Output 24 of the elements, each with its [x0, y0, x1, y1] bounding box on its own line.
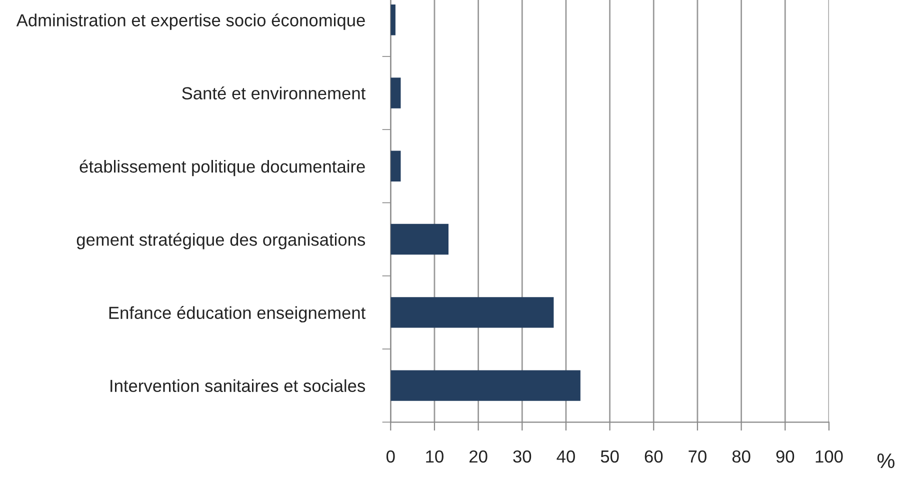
y-tick-label: gement stratégique des organisations	[76, 232, 366, 250]
x-axis-title: %	[877, 454, 894, 468]
y-tick-label: Intervention sanitaires et sociales	[110, 379, 366, 392]
x-tick-label: 90	[776, 450, 794, 463]
x-tick-label: 100	[816, 450, 843, 463]
y-tick-label: Administration et expertise socio économique	[16, 13, 365, 30]
bar	[390, 150, 401, 182]
bar	[390, 78, 401, 108]
bar	[390, 370, 580, 401]
x-tick-label: 50	[600, 450, 619, 463]
bar	[390, 297, 554, 328]
x-tick-label: 0	[386, 450, 395, 463]
y-tick-label: Enfance éducation enseignement	[109, 306, 366, 322]
x-tick-label: 40	[556, 450, 575, 463]
x-tick-label: 10	[426, 450, 444, 463]
x-tick-label: 30	[513, 450, 532, 463]
x-tick-label: 70	[688, 450, 706, 463]
bar	[390, 224, 448, 255]
x-tick-label: 60	[644, 450, 663, 463]
bar	[390, 4, 396, 36]
x-tick-label: 80	[732, 450, 750, 463]
y-tick-label: Santé et environnement	[182, 86, 366, 100]
x-tick-label: 20	[470, 450, 488, 463]
y-tick-label: établissement politique documentaire	[80, 160, 365, 176]
